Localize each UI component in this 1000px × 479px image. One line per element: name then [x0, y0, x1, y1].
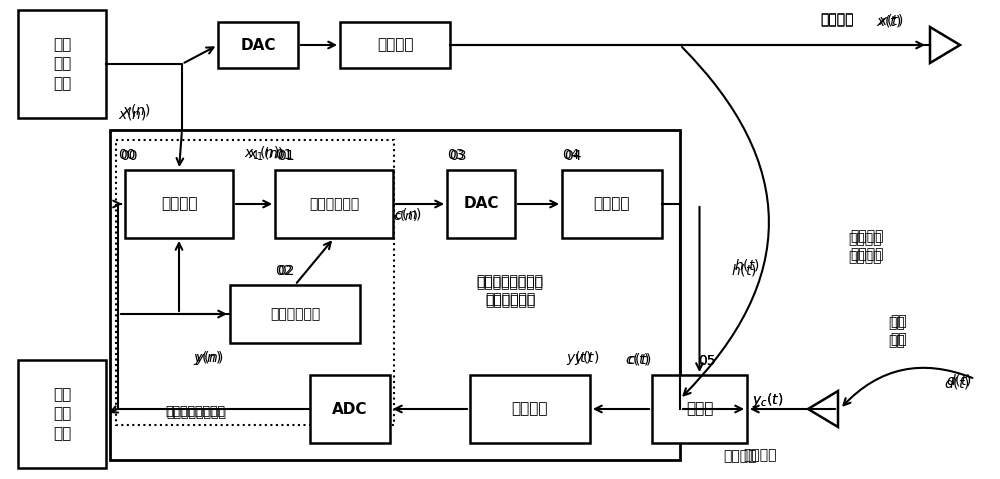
Text: 接收天线: 接收天线 [723, 449, 757, 463]
Text: 干扰重构模型: 干扰重构模型 [309, 197, 359, 211]
Text: $y_c(t)$: $y_c(t)$ [752, 391, 783, 409]
Text: $x(n)$: $x(n)$ [122, 102, 151, 118]
Text: $y(n)$: $y(n)$ [193, 349, 222, 367]
Text: $x(t)$: $x(t)$ [878, 12, 904, 28]
Text: 05: 05 [698, 354, 716, 368]
Bar [275, 170, 393, 238]
Text: 有用
信号: 有用 信号 [890, 314, 907, 346]
Text: $h(t)$: $h(t)$ [734, 257, 760, 273]
Text: DAC: DAC [240, 37, 276, 53]
Text: 无线多径
干扰信道: 无线多径 干扰信道 [848, 232, 882, 264]
Text: 05: 05 [698, 354, 716, 368]
Text: $c(n)$: $c(n)$ [394, 206, 422, 222]
Text: $c(t)$: $c(t)$ [625, 351, 650, 367]
Bar [110, 130, 680, 460]
Text: DAC: DAC [463, 196, 499, 212]
Bar [652, 375, 747, 443]
Text: 合路器: 合路器 [686, 401, 713, 417]
Text: $x_1(n)$: $x_1(n)$ [244, 145, 280, 162]
Text: 数字域重构的共址
干扰对消装置: 数字域重构的共址 干扰对消装置 [477, 274, 544, 306]
Text: 有用
信号: 有用 信号 [888, 316, 905, 348]
Text: 发射链路: 发射链路 [377, 37, 413, 53]
Bar [340, 22, 450, 68]
Bar [562, 170, 662, 238]
Text: 发射
数字
信号: 发射 数字 信号 [53, 37, 71, 91]
Text: $x(t)$: $x(t)$ [876, 13, 902, 29]
Text: 接收
数字
信号: 接收 数字 信号 [53, 387, 71, 441]
Text: 04: 04 [562, 148, 580, 162]
Text: 04: 04 [564, 149, 582, 163]
Text: 数字域重构的共址
干扰对消装置: 数字域重构的共址 干扰对消装置 [477, 276, 544, 308]
Text: $y(t)$: $y(t)$ [566, 349, 592, 367]
Bar [310, 375, 390, 443]
Text: $h(t)$: $h(t)$ [731, 262, 757, 278]
Text: $c(n)$: $c(n)$ [393, 208, 418, 223]
Text: 00: 00 [120, 149, 138, 163]
Text: $y_c(t)$: $y_c(t)$ [752, 391, 783, 409]
Text: $y(n)$: $y(n)$ [195, 349, 224, 367]
Text: 数字延时: 数字延时 [161, 196, 197, 212]
Text: 发射天线: 发射天线 [820, 12, 854, 26]
Text: 03: 03 [447, 148, 464, 162]
Text: ADC: ADC [332, 401, 368, 417]
Text: 数字信号处理器件: 数字信号处理器件 [166, 407, 226, 420]
Text: 01: 01 [275, 148, 293, 162]
Text: 03: 03 [449, 149, 466, 163]
Text: 无线多径
干扰信道: 无线多径 干扰信道 [850, 229, 884, 261]
Bar [230, 285, 360, 343]
Bar [218, 22, 298, 68]
Bar [116, 140, 394, 425]
Text: 接收天线: 接收天线 [743, 448, 777, 462]
Text: 01: 01 [277, 149, 295, 163]
Bar [470, 375, 590, 443]
Text: 接收链路: 接收链路 [512, 401, 548, 417]
Text: 发射天线: 发射天线 [820, 13, 854, 27]
Text: 数字信号处理器件: 数字信号处理器件 [165, 405, 225, 418]
Text: $x(n)$: $x(n)$ [118, 106, 147, 122]
Text: $d(t)$: $d(t)$ [944, 375, 970, 391]
Text: 02: 02 [277, 264, 294, 278]
Text: $d(t)$: $d(t)$ [946, 372, 972, 388]
Text: 00: 00 [118, 148, 136, 162]
Text: 参数辨识算法: 参数辨识算法 [270, 307, 320, 321]
Text: $x_1(n)$: $x_1(n)$ [248, 146, 284, 163]
Text: 02: 02 [275, 264, 292, 278]
Bar [18, 360, 106, 468]
Bar [125, 170, 233, 238]
Text: $c(t)$: $c(t)$ [627, 351, 652, 367]
Text: 对消链路: 对消链路 [594, 196, 630, 212]
Bar [447, 170, 515, 238]
Bar [18, 10, 106, 118]
Text: $y(t)$: $y(t)$ [574, 349, 600, 367]
